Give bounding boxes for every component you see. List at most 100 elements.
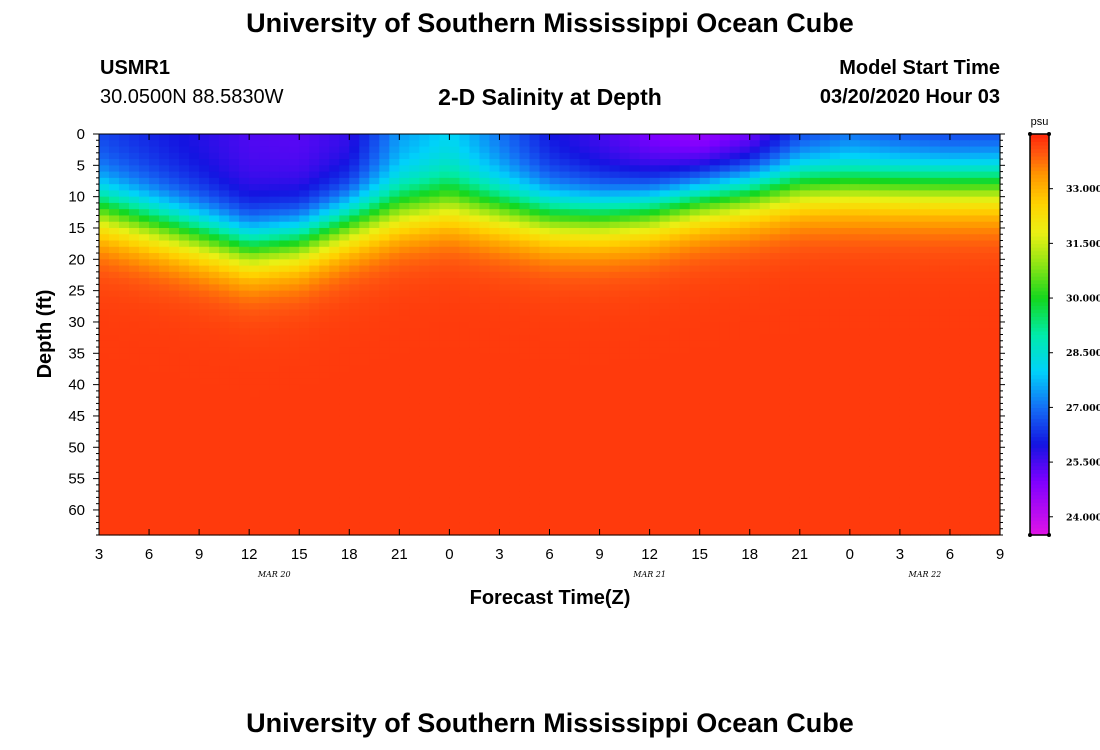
heatmap-cell [569, 372, 581, 379]
heatmap-cell [249, 303, 260, 311]
heatmap-cell [709, 259, 721, 267]
heatmap-cell [129, 340, 140, 348]
heatmap-cell [749, 472, 761, 480]
heatmap-cell [719, 522, 731, 530]
heatmap-cell [339, 215, 350, 223]
heatmap-cell [149, 491, 160, 499]
heatmap-cell [129, 240, 140, 248]
heatmap-cell [869, 234, 881, 242]
heatmap-cell [749, 459, 761, 467]
heatmap-cell [169, 284, 180, 292]
heatmap-cell [189, 459, 200, 467]
heatmap-cell [799, 165, 811, 173]
heatmap-cell [799, 353, 811, 361]
heatmap-cell [459, 447, 471, 455]
heatmap-cell [679, 146, 691, 154]
heatmap-cell [779, 390, 791, 398]
heatmap-cell [659, 177, 671, 185]
heatmap-cell [179, 246, 190, 254]
heatmap-cell [749, 340, 761, 348]
heatmap-cell [259, 265, 270, 273]
heatmap-cell [339, 359, 350, 367]
heatmap-cell [109, 140, 120, 148]
heatmap-cell [129, 466, 140, 473]
heatmap-cell [319, 434, 330, 442]
heatmap-cell [129, 353, 140, 361]
heatmap-cell [559, 484, 571, 492]
heatmap-cell [839, 453, 851, 461]
heatmap-cell [839, 466, 851, 473]
heatmap-cell [819, 290, 831, 298]
heatmap-cell [339, 503, 350, 511]
heatmap-cell [509, 240, 521, 248]
heatmap-cell [169, 177, 180, 185]
heatmap-cell [449, 434, 460, 442]
heatmap-cell [259, 315, 270, 323]
heatmap-cell [489, 146, 501, 154]
heatmap-cell [389, 428, 400, 436]
heatmap-cell [379, 165, 390, 173]
heatmap-cell [819, 159, 831, 166]
heatmap-cell [599, 184, 611, 191]
heatmap-cell [139, 384, 150, 392]
heatmap-cell [569, 321, 581, 329]
heatmap-cell [759, 234, 771, 242]
heatmap-cell [649, 478, 661, 486]
heatmap-cell [339, 372, 350, 379]
heatmap-cell [499, 227, 511, 235]
heatmap-cell [599, 434, 611, 442]
heatmap-cell [629, 434, 641, 442]
heatmap-cell [209, 309, 220, 317]
heatmap-cell [339, 240, 350, 248]
heatmap-cell [619, 441, 631, 448]
heatmap-cell [869, 466, 881, 473]
heatmap-cell [829, 516, 841, 524]
heatmap-cell [809, 466, 821, 473]
heatmap-cell [149, 516, 160, 524]
heatmap-cell [749, 290, 761, 298]
heatmap-cell [629, 296, 641, 304]
heatmap-cell [569, 152, 581, 160]
heatmap-cell [309, 152, 320, 160]
heatmap-cell [509, 509, 521, 517]
heatmap-cell [359, 309, 370, 317]
heatmap-cell [519, 171, 531, 179]
heatmap-cell [269, 290, 280, 298]
heatmap-cell [249, 315, 260, 323]
heatmap-cell [369, 296, 380, 304]
heatmap-cell [439, 453, 450, 461]
heatmap-cell [229, 422, 240, 430]
heatmap-cell [249, 522, 260, 530]
heatmap-cell [169, 134, 180, 141]
heatmap-cell [209, 359, 220, 367]
heatmap-cell [239, 334, 250, 342]
heatmap-cell [549, 372, 561, 379]
heatmap-cell [759, 290, 771, 298]
heatmap-cell [629, 516, 641, 524]
heatmap-cell [699, 516, 711, 524]
heatmap-cell [839, 134, 851, 141]
heatmap-cell [309, 503, 320, 511]
heatmap-cell [499, 347, 511, 354]
heatmap-cell [169, 184, 180, 191]
heatmap-cell [419, 227, 430, 235]
heatmap-cell [379, 209, 390, 217]
heatmap-cell [769, 328, 781, 336]
heatmap-cell [609, 478, 621, 486]
heatmap-cell [799, 278, 811, 285]
heatmap-cell [499, 428, 511, 436]
heatmap-cell [819, 466, 831, 473]
heatmap-cell [179, 284, 190, 292]
heatmap-cell [379, 227, 390, 235]
heatmap-cell [399, 209, 410, 217]
heatmap-cell [469, 397, 481, 405]
heatmap-cell [639, 253, 651, 260]
heatmap-cell [789, 159, 801, 166]
heatmap-cell [199, 478, 210, 486]
heatmap-cell [719, 171, 731, 179]
heatmap-cell [459, 497, 471, 505]
heatmap-cell [379, 372, 390, 379]
heatmap-cell [579, 415, 591, 423]
heatmap-cell [319, 522, 330, 530]
heatmap-cell [469, 484, 481, 492]
